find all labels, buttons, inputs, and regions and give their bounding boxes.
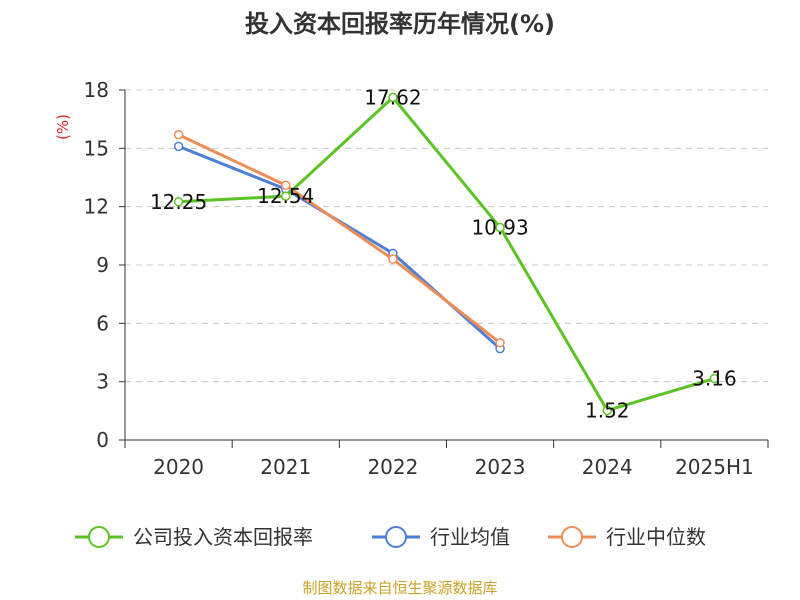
- y-tick-label-1: 3: [96, 370, 109, 394]
- legend: 公司投入资本回报率 行业均值 行业中位数: [75, 525, 706, 549]
- data-label-3: 10.93: [471, 215, 528, 239]
- series-0-point-4: [602, 405, 612, 416]
- series-2-point-2: [388, 254, 398, 264]
- series-line-1: [177, 144, 502, 351]
- y-tick-label-3: 9: [96, 253, 109, 277]
- series-1-point-0: [173, 141, 184, 152]
- data-label-2: 17.62: [364, 85, 421, 109]
- y-tick-label-0: 0: [96, 428, 109, 452]
- y-tick-label-5: 15: [84, 136, 109, 160]
- source-note: 制图数据来自恒生聚源数据库: [302, 579, 497, 597]
- y-tick-label-4: 12: [84, 195, 109, 219]
- y-axis-unit: (%): [54, 114, 72, 140]
- series-2-point-1: [281, 180, 291, 191]
- series-2-point-0: [173, 129, 184, 140]
- legend-label-0: 公司投入资本回报率: [133, 525, 313, 549]
- data-label-1: 12.54: [257, 184, 314, 208]
- x-tick-label-0: 2020: [153, 455, 204, 479]
- series-line-0: [177, 95, 716, 412]
- legend-marker-1: [385, 526, 407, 548]
- legend-label-2: 行业中位数: [606, 525, 706, 549]
- legend-marker-2: [561, 526, 583, 548]
- data-labels: 12.25 12.54 17.62 10.93 1.52 3.16: [150, 85, 737, 422]
- x-tick-label-2: 2022: [367, 455, 418, 479]
- series-line-2: [177, 133, 502, 345]
- x-tick-label-5: 2025H1: [675, 455, 754, 479]
- legend-marker-0: [88, 526, 110, 548]
- chart-title: 投入资本回报率历年情况(%): [245, 10, 555, 38]
- y-tick-label-6: 18: [84, 78, 109, 102]
- series-0-point-1: [281, 191, 291, 201]
- axes: 0 3 6 9 12 15 18 2020 2021 2022 2023 2024 2025H1: [84, 78, 769, 479]
- x-tick-label-1: 2021: [260, 455, 311, 479]
- y-tick-label-2: 6: [96, 311, 109, 335]
- series-0-point-3: [495, 222, 505, 233]
- series-0-point-5: [709, 373, 720, 384]
- x-tick-label-4: 2024: [582, 455, 633, 479]
- legend-label-1: 行业均值: [430, 525, 510, 549]
- x-tick-label-3: 2023: [475, 455, 526, 479]
- data-label-0: 12.25: [150, 190, 207, 214]
- series-0-point-0: [173, 197, 184, 207]
- data-label-4: 1.52: [585, 398, 630, 422]
- series-0-point-2: [388, 92, 398, 103]
- series-2-point-3: [495, 338, 505, 348]
- data-label-5: 3.16: [692, 367, 737, 391]
- grid-lines: [125, 89, 768, 383]
- series-layer: [173, 92, 720, 416]
